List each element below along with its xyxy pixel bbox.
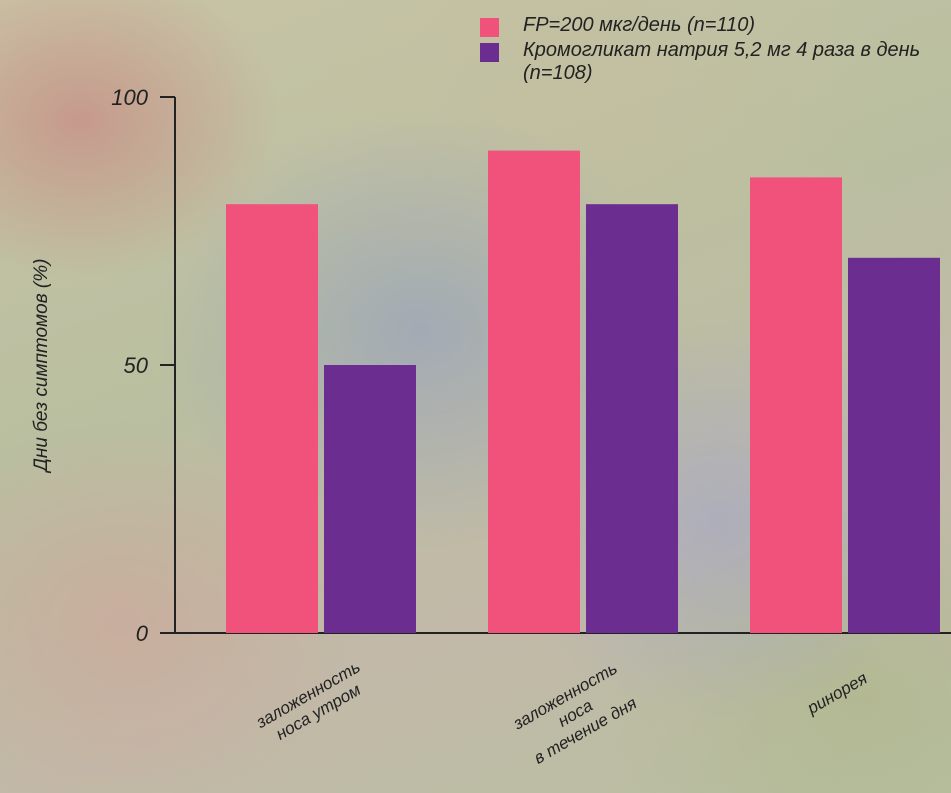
legend-item: FP=200 мкг/день (n=110) [470,14,940,37]
x-tick-label-line: ринорея [803,669,870,719]
bar [488,150,580,633]
legend-swatch [480,18,499,37]
bar [750,177,842,633]
x-tick-label: заложенностьносав течение дня [509,659,640,769]
bar [586,204,678,633]
bar [226,204,318,633]
y-tick-label: 0 [136,621,149,646]
legend: FP=200 мкг/день (n=110) Кромогликат натри… [470,14,940,87]
y-tick-label: 100 [111,85,148,110]
y-axis-label: Дни без симптомов (%) [31,259,52,474]
bar [848,257,940,633]
bar [324,365,416,633]
legend-item: Кромогликат натрия 5,2 мг 4 раза в день … [470,39,940,85]
y-tick-label: 50 [124,353,149,378]
legend-swatch [480,43,499,62]
x-tick-label: ринорея [803,669,870,719]
x-tick-label: заложенностьноса утром [252,657,373,750]
legend-label: Кромогликат натрия 5,2 мг 4 раза в день … [523,39,921,84]
legend-label: FP=200 мкг/день (n=110) [523,14,756,36]
